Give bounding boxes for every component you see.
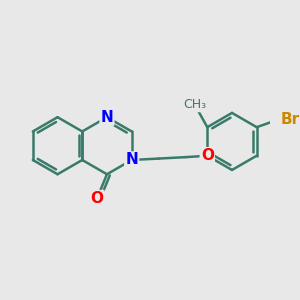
- Text: N: N: [100, 110, 113, 125]
- Text: N: N: [125, 152, 138, 167]
- Text: O: O: [91, 191, 103, 206]
- Text: Br: Br: [281, 112, 300, 127]
- Text: CH₃: CH₃: [183, 98, 206, 111]
- Text: O: O: [201, 148, 214, 163]
